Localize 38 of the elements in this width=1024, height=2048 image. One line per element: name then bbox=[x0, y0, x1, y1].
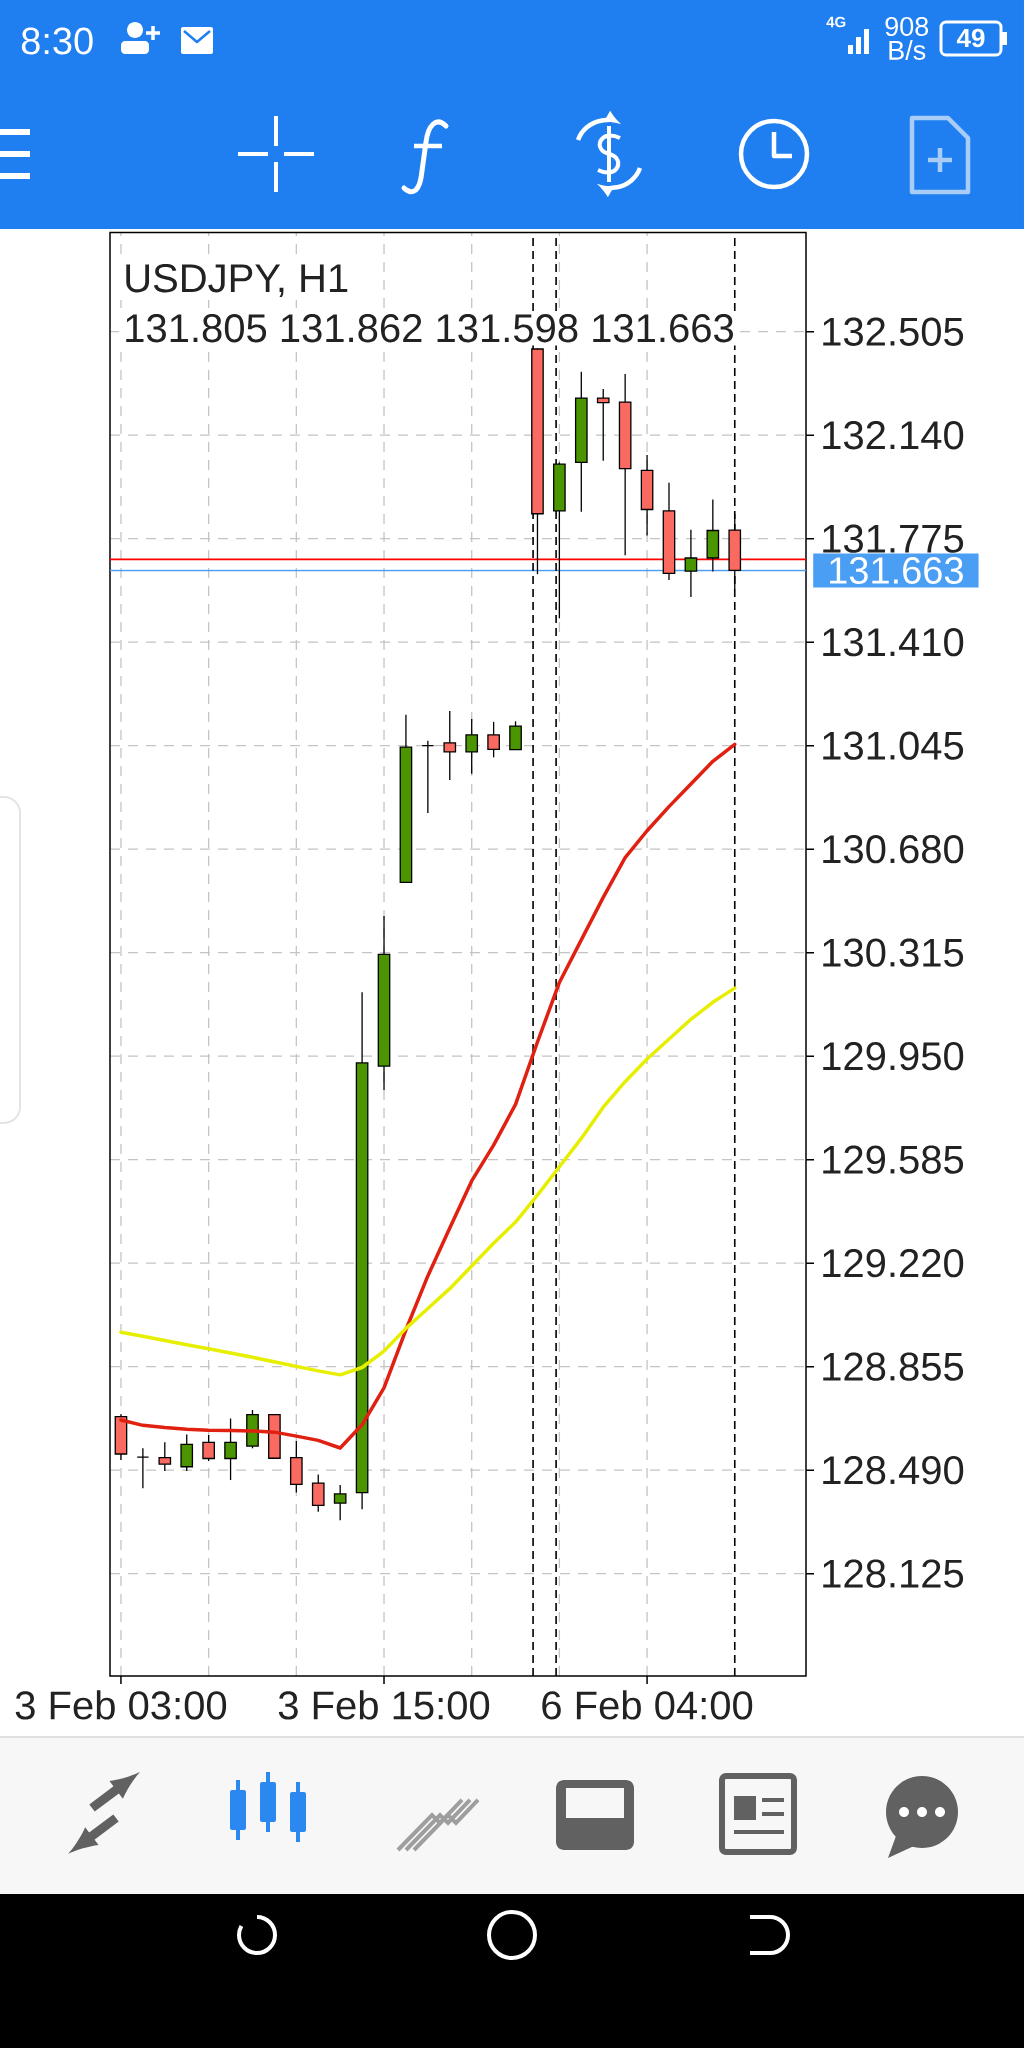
candlestick bbox=[421, 740, 435, 814]
candlestick bbox=[684, 528, 698, 598]
candlestick bbox=[509, 720, 522, 751]
y-tick-label: 129.220 bbox=[823, 1248, 964, 1278]
y-tick-label: 129.950 bbox=[823, 1042, 964, 1071]
text: USDJPY, H1 bbox=[126, 264, 348, 298]
candlestick bbox=[333, 1484, 347, 1521]
y-tick-label: 128.125 bbox=[823, 1559, 964, 1588]
candlestick bbox=[311, 1473, 325, 1513]
candlestick bbox=[487, 721, 500, 758]
text: B/s bbox=[889, 40, 926, 60]
y-tick-label: 131.775 bbox=[823, 524, 964, 553]
candlestick bbox=[202, 1434, 215, 1462]
candlestick bbox=[465, 718, 479, 775]
candlestick bbox=[443, 710, 457, 781]
ref-line-label: 131.663 bbox=[830, 557, 963, 584]
y-tick-label: 128.855 bbox=[823, 1352, 964, 1381]
candlestick bbox=[224, 1417, 237, 1481]
y-tick-label: 132.140 bbox=[823, 421, 964, 450]
y-tick-label: 131.045 bbox=[823, 731, 964, 760]
y-tick-label: 131.410 bbox=[823, 628, 964, 657]
y-tick-label: 130.680 bbox=[823, 835, 964, 864]
text: 8:30 bbox=[21, 27, 93, 55]
candlestick bbox=[136, 1447, 150, 1489]
y-tick-label: 130.315 bbox=[823, 938, 964, 967]
y-tick-label: 129.585 bbox=[823, 1145, 964, 1174]
x-tick-label: 3 Feb 03:00 bbox=[15, 1690, 227, 1720]
text: 4G bbox=[826, 16, 846, 28]
y-tick-label: 132.505 bbox=[823, 317, 964, 346]
candlestick bbox=[158, 1441, 172, 1472]
x-tick-label: 6 Feb 04:00 bbox=[542, 1690, 753, 1720]
text: 49 bbox=[956, 28, 985, 48]
text: 908 bbox=[885, 16, 929, 37]
text: 131.805 131.862 131.598 131.663 bbox=[126, 314, 733, 343]
y-tick-label: 128.490 bbox=[823, 1455, 964, 1485]
candlestick bbox=[180, 1433, 194, 1472]
candlestick bbox=[596, 388, 610, 462]
x-tick-label: 3 Feb 15:00 bbox=[278, 1690, 490, 1720]
